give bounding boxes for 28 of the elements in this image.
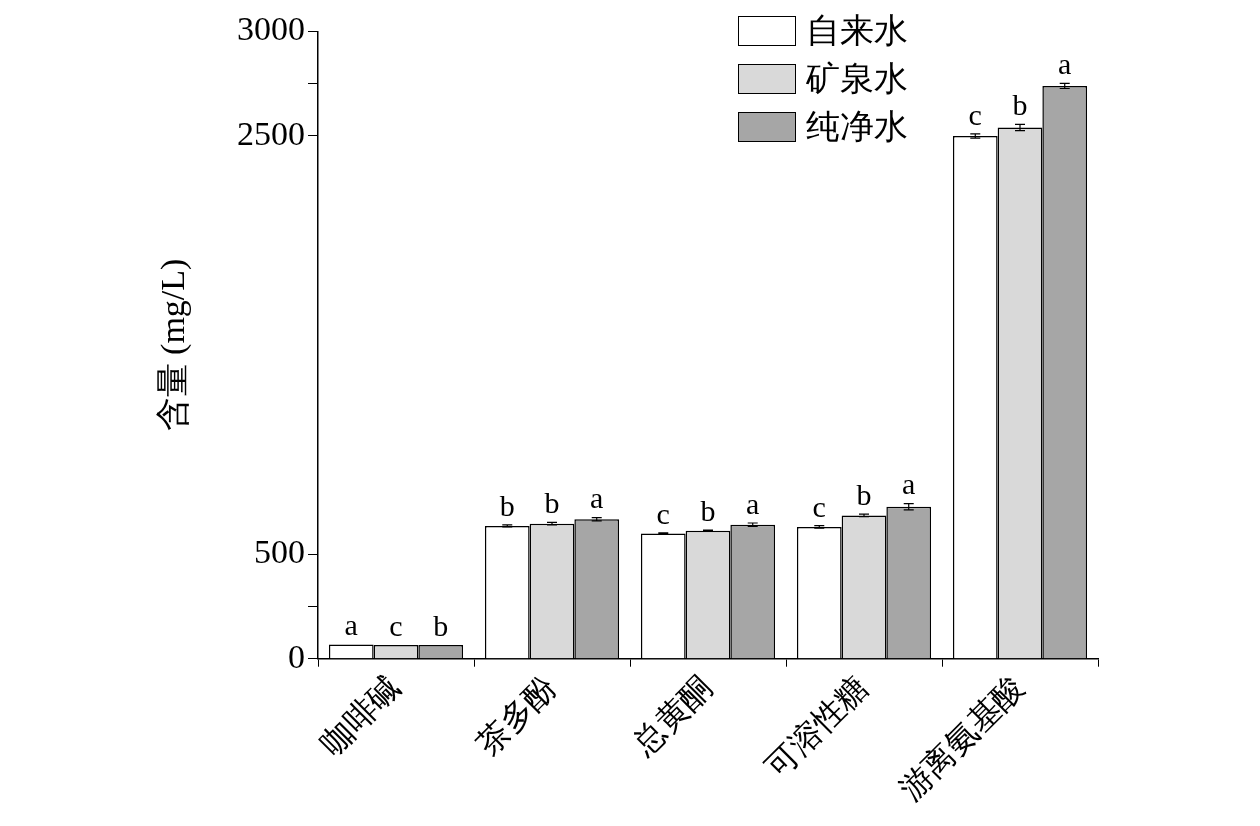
data-label: a — [590, 481, 604, 515]
x-tick-label: 总黄酮 — [624, 668, 719, 763]
data-label: b — [544, 486, 560, 520]
data-label: b — [856, 478, 872, 512]
data-label: a — [746, 486, 760, 520]
y-tick-label: 0 — [288, 637, 305, 675]
data-label: b — [433, 608, 449, 642]
legend-label: 纯净水 — [806, 107, 908, 148]
x-tick-label: 可溶性糖 — [758, 668, 875, 785]
y-axis-title: 含量 (mg/L) — [153, 258, 192, 432]
data-label: a — [344, 608, 358, 642]
data-label: b — [700, 493, 716, 527]
text: 自来水 — [806, 11, 908, 52]
x-tick-label: 咖啡碱 — [313, 668, 407, 763]
y-tick-label: 500 — [254, 533, 305, 571]
legend-label: 矿泉水 — [806, 59, 908, 100]
x-tick-label: 游离氨基酸 — [892, 668, 1031, 808]
data-label: b — [499, 488, 515, 522]
x-tick-label: 茶多酚 — [469, 668, 563, 763]
data-label: a — [1058, 47, 1072, 81]
data-label: c — [968, 97, 982, 131]
y-tick-label: 3000 — [237, 10, 305, 48]
data-label: c — [812, 489, 826, 523]
y-tick-label: 2500 — [237, 114, 305, 152]
data-label: b — [1012, 88, 1028, 122]
data-label: c — [389, 608, 403, 642]
data-label: a — [902, 467, 916, 501]
data-label: c — [656, 496, 670, 530]
